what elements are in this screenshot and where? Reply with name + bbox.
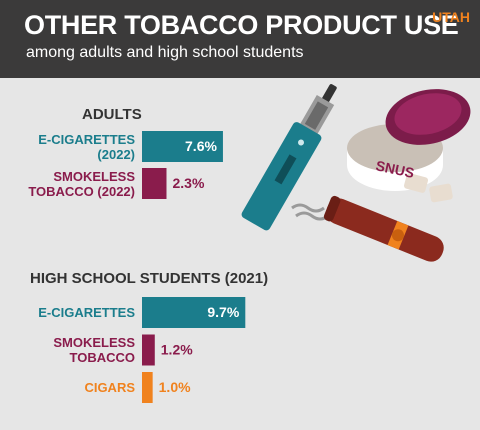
section-title: ADULTS <box>82 106 142 123</box>
category-text: E-CIGARETTES (2022) <box>38 131 135 162</box>
category-text: CIGARS <box>84 380 135 395</box>
illustration: SNUS <box>241 84 471 262</box>
category-text: SMOKELESS TOBACCO <box>53 335 135 365</box>
bar <box>142 168 167 199</box>
category-text: E-CIGARETTES <box>38 305 135 320</box>
bar <box>142 372 153 403</box>
bar <box>142 334 155 366</box>
cigar <box>323 195 444 262</box>
category-label: SMOKELESS TOBACCO <box>0 335 135 366</box>
category-label: SMOKELESS TOBACCO (2022) <box>0 168 135 199</box>
header-band <box>0 0 480 78</box>
header-subtitle: among adults and high school students <box>26 44 304 61</box>
tin-label: SNUS <box>374 157 415 181</box>
bar <box>142 131 223 162</box>
snus-tin: SNUS <box>347 89 471 203</box>
value-label: 1.0% <box>159 379 191 395</box>
value-label: 2.3% <box>172 175 204 191</box>
region-tag: UTAH <box>432 9 470 25</box>
value-label: 7.6% <box>185 138 217 154</box>
category-text: SMOKELESS TOBACCO (2022) <box>28 168 135 199</box>
category-label: E-CIGARETTES <box>0 297 135 328</box>
bar <box>142 297 246 328</box>
e-cigarette <box>241 84 337 231</box>
category-label: CIGARS <box>0 372 135 403</box>
value-label: 9.7% <box>207 304 239 320</box>
category-label: E-CIGARETTES (2022) <box>0 131 135 162</box>
value-label: 1.2% <box>161 342 193 358</box>
section-title: HIGH SCHOOL STUDENTS (2021) <box>30 270 269 287</box>
header-title: OTHER TOBACCO PRODUCT USE <box>24 10 459 40</box>
smoke <box>291 203 329 221</box>
